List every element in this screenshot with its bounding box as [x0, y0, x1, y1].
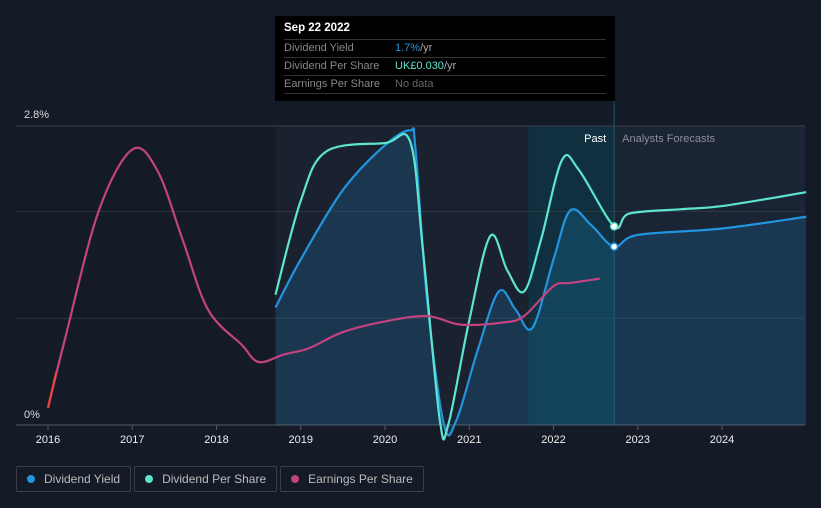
x-tick-label: 2020 [373, 434, 397, 446]
legend-label: Dividend Per Share [162, 472, 267, 486]
tooltip-row-earnings-per-share: Earnings Per Share No data [284, 76, 606, 94]
legend-dividend-yield[interactable]: Dividend Yield [16, 466, 132, 492]
legend-dividend-per-share[interactable]: Dividend Per Share [134, 466, 278, 492]
forecast-label: Analysts Forecasts [622, 133, 715, 145]
y-tick-label: 2.8% [24, 109, 49, 121]
legend-label: Earnings Per Share [308, 472, 413, 486]
series-line-dividend-per-share [274, 133, 807, 441]
forecast-region [614, 126, 805, 425]
series-line-earnings-per-share [46, 146, 600, 409]
tooltip-unit: /yr [443, 60, 457, 72]
legend-earnings-per-share[interactable]: Earnings Per Share [280, 466, 424, 492]
tooltip-unit: /yr [420, 42, 433, 54]
past-label: Past [584, 133, 606, 145]
y-tick-label: 0% [24, 409, 40, 421]
dividend-yield-dot-icon [27, 475, 35, 483]
tooltip-label: Earnings Per Share [284, 78, 380, 90]
hover-point [609, 242, 619, 251]
legend: Dividend Yield Dividend Per Share Earnin… [16, 466, 424, 492]
tooltip-value: 1.7% [395, 42, 421, 54]
x-tick-label: 2021 [457, 434, 481, 446]
tooltip: Sep 22 2022 Dividend Yield 1.7% /yr Divid… [275, 16, 615, 101]
earnings-per-share-dot-icon [291, 475, 300, 483]
dividend-per-share-dot-icon [145, 475, 154, 483]
x-tick-label: 2023 [626, 434, 650, 446]
tooltip-label: Dividend Per Share [284, 60, 380, 72]
dividend-yield-area [275, 128, 807, 436]
tooltip-date: Sep 22 2022 [284, 22, 606, 40]
x-tick-label: 2024 [710, 434, 734, 446]
tooltip-value: UK£0.030 [395, 60, 444, 72]
legend-label: Dividend Yield [44, 472, 121, 486]
hover-point [609, 222, 619, 231]
tooltip-row-dividend-per-share: Dividend Per Share UK£0.030 /yr [284, 58, 606, 76]
tooltip-value: No data [395, 78, 434, 90]
x-tick-label: 2016 [36, 434, 60, 446]
x-tick-label: 2022 [541, 434, 565, 446]
tooltip-label: Dividend Yield [284, 42, 354, 54]
x-tick-label: 2018 [204, 434, 228, 446]
x-tick-label: 2019 [289, 434, 313, 446]
data-region [275, 126, 529, 425]
tooltip-row-dividend-yield: Dividend Yield 1.7% /yr [284, 40, 606, 58]
x-tick-label: 2017 [120, 434, 144, 446]
past-region [528, 126, 615, 425]
eps-negative-segment [46, 371, 58, 409]
